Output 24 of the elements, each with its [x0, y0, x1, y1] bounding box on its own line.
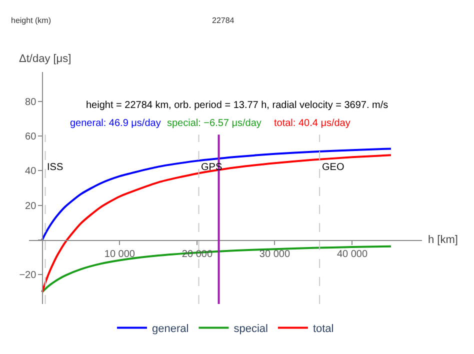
x-axis-title: h [km]	[428, 234, 458, 246]
annotation: total: 40.4 μs/day	[274, 118, 350, 129]
annotation: height = 22784 km, orb. period = 13.77 h, radial velocity = 3697. m/s	[86, 100, 388, 111]
legend-label: special	[234, 323, 268, 336]
line-series	[41, 154, 392, 294]
y-tick-label: 80	[25, 96, 37, 108]
ref-line-label: ISS	[47, 162, 64, 173]
ref-line-label: GEO	[322, 162, 344, 173]
legend-label: general	[152, 323, 189, 336]
y-tick-label: 40	[25, 166, 37, 178]
line-series	[41, 148, 392, 241]
y-tick-label: 20	[25, 200, 37, 212]
y-axis-title: Δt/day [μs]	[19, 53, 72, 65]
annotation: general: 46.9 μs/day	[70, 118, 161, 129]
text: 22784	[212, 16, 235, 25]
annotation: special: −6.57 μs/day	[167, 118, 262, 129]
x-tick-label: 10 000	[104, 248, 136, 260]
y-tick-label: 60	[25, 132, 37, 143]
y-tick-label: −20	[19, 270, 37, 282]
line-series	[41, 245, 392, 294]
legend-label: total	[312, 323, 334, 336]
text: height (km)	[11, 16, 52, 25]
x-tick-label: 40 000	[336, 248, 368, 260]
x-tick-label: 30 000	[259, 248, 290, 260]
